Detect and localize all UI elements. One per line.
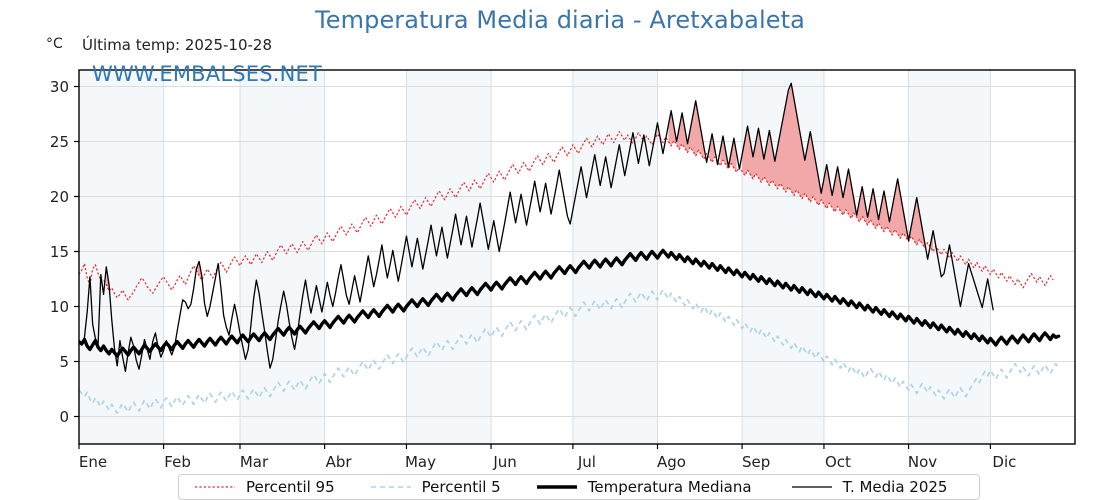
x-axis-tick-label: Sep: [742, 453, 770, 471]
y-axis-tick-label: 10: [50, 298, 69, 316]
y-axis-tick-label: 30: [50, 78, 69, 96]
x-axis-tick-label: Abr: [326, 453, 353, 471]
x-axis-tick-label: Jun: [492, 453, 516, 471]
x-axis-tick-label: Feb: [164, 453, 191, 471]
y-axis-tick-label: 5: [59, 353, 69, 371]
y-axis-tick-label: 25: [50, 133, 69, 151]
legend-swatch-year: [791, 486, 832, 488]
legend-item-p95[interactable]: Percentil 95: [193, 475, 335, 499]
x-axis-tick-label: Mar: [240, 453, 269, 471]
y-axis-tick-label: 20: [50, 188, 69, 206]
x-axis-tick-label: Ago: [657, 453, 686, 471]
legend-label-year: T. Media 2025: [842, 478, 948, 496]
page-title: Temperatura Media diaria - Aretxabaleta: [315, 6, 805, 34]
legend-swatch-median: [536, 485, 577, 489]
y-axis-tick-label: 0: [59, 408, 69, 426]
legend-swatch-p95: [195, 486, 235, 488]
legend-item-median[interactable]: Temperatura Mediana: [535, 475, 752, 499]
x-axis-tick-label: Ene: [79, 453, 107, 471]
legend-item-p5[interactable]: Percentil 5: [369, 475, 501, 499]
x-axis-tick-label: Jul: [577, 453, 596, 471]
x-axis-tick-label: Dic: [992, 453, 1016, 471]
legend-swatch-p5: [370, 486, 411, 488]
x-axis-tick-label: May: [405, 453, 436, 471]
watermark-label: WWW.EMBALSES.NET: [92, 62, 323, 86]
y-axis-tick-label: 15: [50, 243, 69, 261]
x-axis-tick-label: Nov: [908, 453, 937, 471]
legend-label-median: Temperatura Mediana: [587, 478, 752, 496]
last-temp-label: Última temp: 2025-10-28: [82, 36, 273, 54]
x-axis-tick-label: Oct: [825, 453, 851, 471]
legend-item-year[interactable]: T. Media 2025: [790, 475, 948, 499]
y-axis-unit-label: °C: [46, 36, 63, 52]
legend-label-p95: Percentil 95: [246, 478, 335, 496]
chart-legend: Percentil 95 Percentil 5 Temperatura Med…: [178, 474, 980, 500]
legend-label-p5: Percentil 5: [421, 478, 501, 496]
